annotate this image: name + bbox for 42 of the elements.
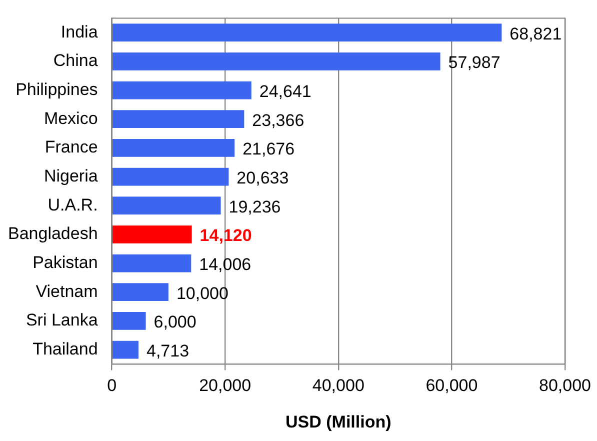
bar [112,312,146,330]
y-tick-label: Sri Lanka [26,310,98,330]
bar [112,110,244,128]
y-tick-label: Vietnam [36,282,98,301]
y-tick-label: Nigeria [44,166,98,186]
data-label: 20,633 [236,168,289,188]
x-tick-label: 80,000 [539,376,591,396]
bar [112,24,502,42]
y-tick-label: U.A.R. [48,195,98,214]
data-label: 10,000 [176,284,228,303]
y-tick-label: Philippines [16,80,98,99]
data-label: 19,236 [228,197,281,216]
y-tick-label: France [44,138,98,157]
bar [112,254,192,272]
bar [112,283,168,302]
y-tick-label: Thailand [32,339,98,358]
x-tick-label: 0 [107,376,117,396]
data-label: 6,000 [154,312,196,332]
y-tick-label: India [60,22,98,42]
bar [112,168,229,186]
data-label: 4,713 [146,341,190,360]
data-label: 21,676 [242,140,295,159]
data-label: 57,987 [448,53,500,72]
bar [112,196,221,215]
x-tick-label: 60,000 [426,376,478,396]
y-tick-label: Pakistan [32,252,98,272]
data-label: 68,821 [510,24,562,44]
bar [112,81,252,100]
data-label: 14,120 [200,226,252,246]
bar [112,139,235,157]
data-label: 14,006 [199,254,252,274]
x-axis-title: USD (Million) [286,412,392,432]
y-tick-label: Mexico [44,108,98,128]
data-label: 23,366 [252,110,304,130]
data-label: 24,641 [259,82,312,101]
x-tick-label: 40,000 [312,376,364,396]
x-tick-label: 20,000 [199,376,252,396]
y-tick-label: Bangladesh [8,224,98,244]
bar [112,52,440,70]
bar [112,340,138,359]
y-tick-label: China [53,51,98,70]
bar [112,226,192,244]
